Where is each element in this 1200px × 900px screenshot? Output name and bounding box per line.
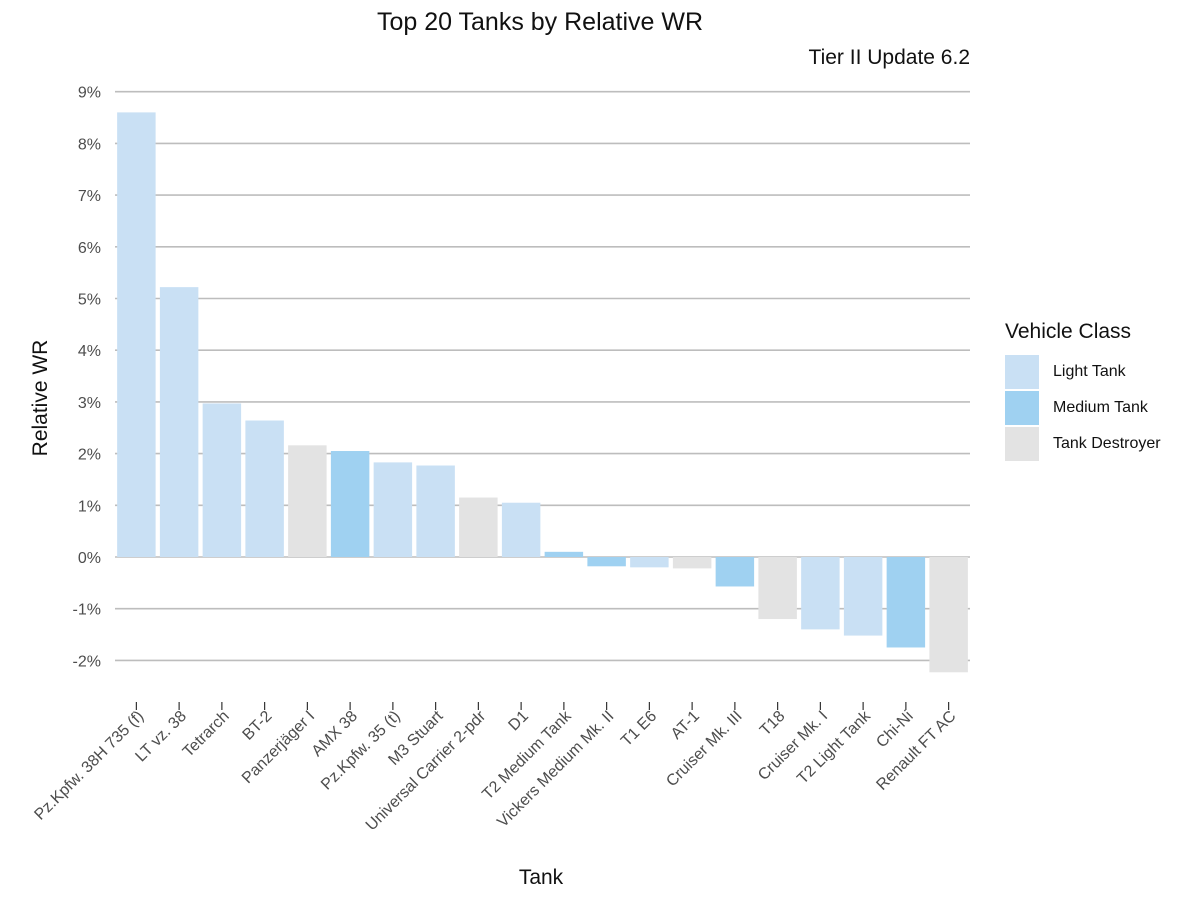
bar <box>587 557 626 567</box>
y-tick-label: 9% <box>78 85 101 102</box>
bar <box>416 465 455 557</box>
bar <box>715 557 755 587</box>
bar <box>886 557 926 648</box>
bar <box>758 557 797 620</box>
y-tick-label: 6% <box>78 240 101 257</box>
bar <box>544 551 584 557</box>
y-tick-label: 7% <box>78 188 101 205</box>
y-tick-label: -2% <box>73 653 101 670</box>
x-tick-label: Pz.Kpfw. 38H 735 (f) <box>31 708 147 824</box>
gridlines <box>115 90 970 662</box>
x-tick-label: T1 E6 <box>618 708 660 750</box>
bar <box>117 112 156 557</box>
legend: Vehicle Class Light Tank Medium Tank Tan… <box>1005 320 1161 462</box>
bar <box>288 445 327 557</box>
x-tick-label: Tetrarch <box>180 708 233 761</box>
legend-label-tank-destroyer: Tank Destroyer <box>1053 435 1161 452</box>
bar <box>373 462 413 557</box>
bar <box>843 557 883 636</box>
y-tick-label: 1% <box>78 498 101 515</box>
bar <box>672 557 712 569</box>
legend-key-light-tank <box>1005 355 1039 389</box>
x-tick-label: T2 Light Tank <box>794 707 874 787</box>
y-tick-label: 5% <box>78 292 101 309</box>
legend-key-tank-destroyer <box>1005 427 1039 461</box>
y-tick-label: 4% <box>78 343 101 360</box>
x-tick-label: Cruiser Mk. III <box>663 708 745 790</box>
y-tick-label: 3% <box>78 395 101 412</box>
x-tick-label: T18 <box>757 708 789 740</box>
legend-title: Vehicle Class <box>1005 320 1132 343</box>
y-tick-label: 2% <box>78 447 101 464</box>
y-tick-label: 8% <box>78 136 101 153</box>
bar <box>159 287 199 557</box>
x-tick-label: Renault FT AC <box>873 708 959 794</box>
legend-label-light-tank: Light Tank <box>1053 363 1126 380</box>
legend-item-tank-destroyer: Tank Destroyer <box>1005 426 1161 462</box>
x-tick-label: BT-2 <box>240 708 276 744</box>
y-axis-ticks: 9% 8% 7% 6% 5% 4% 3% 2% 1% 0% -1% -2% <box>73 85 101 671</box>
legend-key-medium-tank <box>1005 391 1039 425</box>
bar <box>459 497 498 557</box>
bar <box>630 557 669 568</box>
bar <box>501 502 541 557</box>
bar <box>202 403 242 557</box>
bar <box>330 451 370 557</box>
x-axis-title: Tank <box>519 866 564 889</box>
legend-item-medium-tank: Medium Tank <box>1005 390 1161 426</box>
y-tick-label: 0% <box>78 550 101 567</box>
legend-item-light-tank: Light Tank <box>1005 354 1161 390</box>
bars <box>117 112 968 673</box>
y-tick-label: -1% <box>73 602 101 619</box>
bar <box>245 420 284 557</box>
bar <box>801 557 840 630</box>
legend-label-medium-tank: Medium Tank <box>1053 399 1148 416</box>
bar <box>929 557 968 673</box>
x-tick-label: D1 <box>505 708 532 735</box>
x-tick-label: AT-1 <box>668 708 703 743</box>
y-axis-title: Relative WR <box>29 340 52 457</box>
chart-subtitle: Tier II Update 6.2 <box>808 46 970 69</box>
chart-title: Top 20 Tanks by Relative WR <box>376 8 704 36</box>
